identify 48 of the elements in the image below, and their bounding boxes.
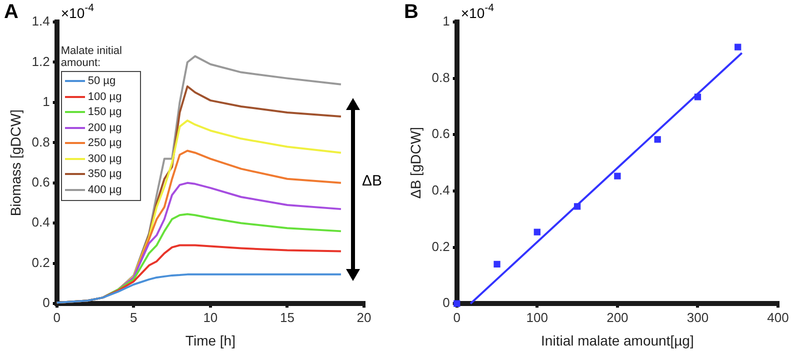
y-tick-label: 0.6	[32, 174, 50, 190]
text: B	[404, 1, 418, 23]
y-tick-label: 1	[42, 94, 50, 110]
x-tick-label: 0	[53, 310, 60, 325]
legend-label: 250 µg	[88, 137, 122, 150]
legend-label: 100 µg	[88, 90, 122, 103]
point	[454, 300, 460, 307]
x-axis-title: Time [h]	[185, 332, 236, 348]
legend-label: 300 µg	[88, 152, 122, 165]
x-tick-label: 200	[606, 310, 628, 325]
legend-label: 400 µg	[88, 184, 122, 196]
x-tick-label: 100	[526, 310, 548, 325]
x-axis-title: Initial malate amount[µg]	[541, 332, 694, 348]
point	[534, 228, 540, 236]
x-tick-label: 400	[767, 310, 789, 325]
y-tick-label: 0.2	[432, 238, 450, 254]
y-tick-label: 0.4	[432, 182, 450, 198]
annotation: ΔB	[362, 172, 382, 190]
y-axis-title: Biomass [gDCW]	[7, 110, 24, 216]
point	[494, 260, 500, 268]
y-tick-label: 0.2	[32, 254, 50, 270]
text: A	[4, 1, 18, 23]
y-tick-label: 0.4	[32, 214, 50, 230]
legend-title: Malate initial amount:	[60, 44, 123, 69]
legend-label: 200 µg	[88, 122, 122, 134]
point	[734, 44, 742, 50]
y-tick-label: 0.8	[432, 70, 450, 85]
x-tick-label: 300	[686, 310, 709, 325]
y-tick-label: 1.4	[32, 14, 50, 29]
point	[654, 136, 661, 143]
y-tick-label: 0.6	[432, 126, 450, 142]
x-tick-label: 5	[130, 310, 138, 325]
point	[694, 94, 702, 100]
legend-label: 150 µg	[88, 106, 122, 118]
y-tick-label: 0	[42, 295, 50, 310]
x-tick-label: 10	[203, 310, 218, 325]
y-tick-label: 0.8	[32, 134, 50, 150]
y-tick-label: 1	[442, 14, 450, 29]
y-tick-label: 1.2	[32, 54, 50, 69]
y-tick-label: 0	[442, 295, 450, 310]
legend-label: 350 µg	[88, 168, 122, 180]
point	[614, 172, 621, 180]
y-axis-title: ΔB [gDCW]	[407, 127, 424, 199]
x-tick-label: 20	[356, 310, 372, 325]
point	[574, 203, 581, 210]
legend-label: 50 µg	[88, 75, 116, 88]
x-tick-label: 15	[280, 310, 294, 325]
x-tick-label: 0	[453, 310, 460, 325]
